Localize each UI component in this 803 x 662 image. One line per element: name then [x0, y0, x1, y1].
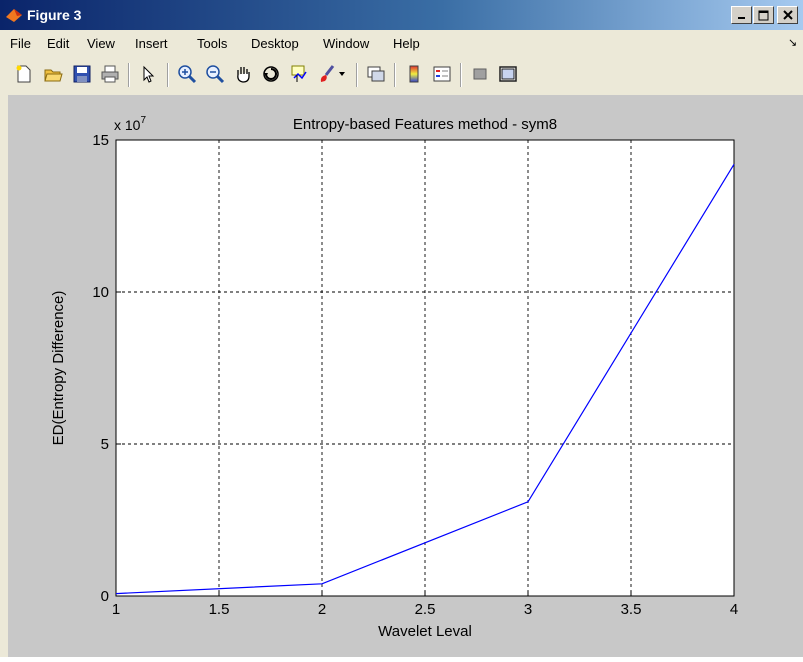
- zoom-out-button[interactable]: [203, 62, 227, 86]
- maximize-icon: [758, 10, 769, 20]
- hide-plot-tools-button[interactable]: [468, 62, 492, 86]
- figure-toolbar: [0, 58, 803, 92]
- dropdown-arrow-icon: [339, 72, 345, 76]
- colorbar-button[interactable]: [402, 62, 426, 86]
- minimize-icon: [737, 17, 745, 19]
- line-chart[interactable]: 1 1.5 2 2.5 3 3.5 4 0 5 10 15 Entropy-based Featur…: [8, 95, 803, 657]
- toolbar-separator: [128, 63, 130, 87]
- zoom-in-icon: [178, 65, 197, 84]
- menu-edit[interactable]: Edit: [47, 36, 70, 51]
- pan-button[interactable]: [231, 62, 255, 86]
- brush-icon: [320, 65, 335, 82]
- rotate-3d-icon: [263, 66, 279, 82]
- matlab-logo-icon: [6, 9, 22, 22]
- chart-title: Entropy-based Features method - sym8: [293, 116, 557, 133]
- menu-insert[interactable]: Insert: [135, 36, 168, 51]
- colorbar-icon: [409, 65, 419, 83]
- legend-button[interactable]: [430, 62, 454, 86]
- y-axis-label: ED(Entropy Difference): [50, 291, 67, 446]
- new-file-icon: [16, 65, 31, 83]
- close-button[interactable]: [777, 6, 798, 24]
- print-icon: [101, 65, 119, 83]
- toolbar-separator: [394, 63, 396, 87]
- open-folder-icon: [44, 69, 63, 82]
- menu-window[interactable]: Window: [323, 36, 370, 51]
- y-tick-label: 0: [101, 588, 109, 605]
- show-plot-tools-icon: [499, 66, 517, 82]
- print-button[interactable]: [98, 62, 122, 86]
- menu-bar: File Edit View Insert Tools Desktop Wind…: [0, 33, 803, 55]
- menu-view[interactable]: View: [87, 36, 115, 51]
- menubar-arrow-icon[interactable]: ↘: [788, 37, 798, 49]
- link-plot-icon: [367, 66, 385, 82]
- y-exponent-label: x 107: [114, 115, 146, 133]
- x-tick-label: 3.5: [621, 601, 642, 618]
- open-file-button[interactable]: [41, 62, 65, 86]
- zoom-out-icon: [206, 65, 225, 84]
- save-icon: [73, 65, 91, 83]
- data-cursor-icon: [291, 65, 307, 82]
- close-icon: [782, 10, 793, 20]
- y-tick-label: 15: [92, 132, 109, 149]
- menu-file[interactable]: File: [10, 36, 31, 51]
- x-tick-label: 2.5: [415, 601, 436, 618]
- menu-tools[interactable]: Tools: [197, 36, 228, 51]
- edit-plot-button[interactable]: [136, 62, 160, 86]
- toolbar-separator: [356, 63, 358, 87]
- brush-dropdown[interactable]: [335, 62, 349, 86]
- data-cursor-button[interactable]: [287, 62, 311, 86]
- toolbar-separator: [460, 63, 462, 87]
- link-plot-button[interactable]: [364, 62, 388, 86]
- pan-hand-icon: [237, 67, 250, 83]
- y-tick-label: 5: [101, 436, 109, 453]
- show-plot-tools-button[interactable]: [496, 62, 520, 86]
- new-file-button[interactable]: [12, 62, 36, 86]
- menu-desktop[interactable]: Desktop: [251, 36, 299, 51]
- y-tick-label: 10: [92, 284, 109, 301]
- legend-icon: [433, 66, 451, 82]
- hide-plot-tools-icon: [473, 68, 487, 80]
- series-line[interactable]: [115, 163, 735, 595]
- x-tick-label: 4: [730, 601, 738, 618]
- title-bar[interactable]: Figure 3: [0, 0, 803, 30]
- x-tick-label: 1.5: [209, 601, 230, 618]
- menu-help[interactable]: Help: [393, 36, 420, 51]
- pointer-icon: [143, 65, 155, 83]
- brush-button[interactable]: [315, 62, 339, 86]
- x-tick-label: 2: [318, 601, 326, 618]
- x-tick-label: 1: [112, 601, 120, 618]
- figure-canvas: 1 1.5 2 2.5 3 3.5 4 0 5 10 15 Entropy-based Featur…: [8, 95, 803, 657]
- maximize-button[interactable]: [753, 6, 774, 24]
- window-title: Figure 3: [27, 7, 82, 23]
- toolbar-separator: [167, 63, 169, 87]
- save-button[interactable]: [70, 62, 94, 86]
- minimize-button[interactable]: [731, 6, 752, 24]
- x-axis-label: Wavelet Leval: [378, 623, 472, 640]
- zoom-in-button[interactable]: [175, 62, 199, 86]
- rotate-3d-button[interactable]: [259, 62, 283, 86]
- x-tick-label: 3: [524, 601, 532, 618]
